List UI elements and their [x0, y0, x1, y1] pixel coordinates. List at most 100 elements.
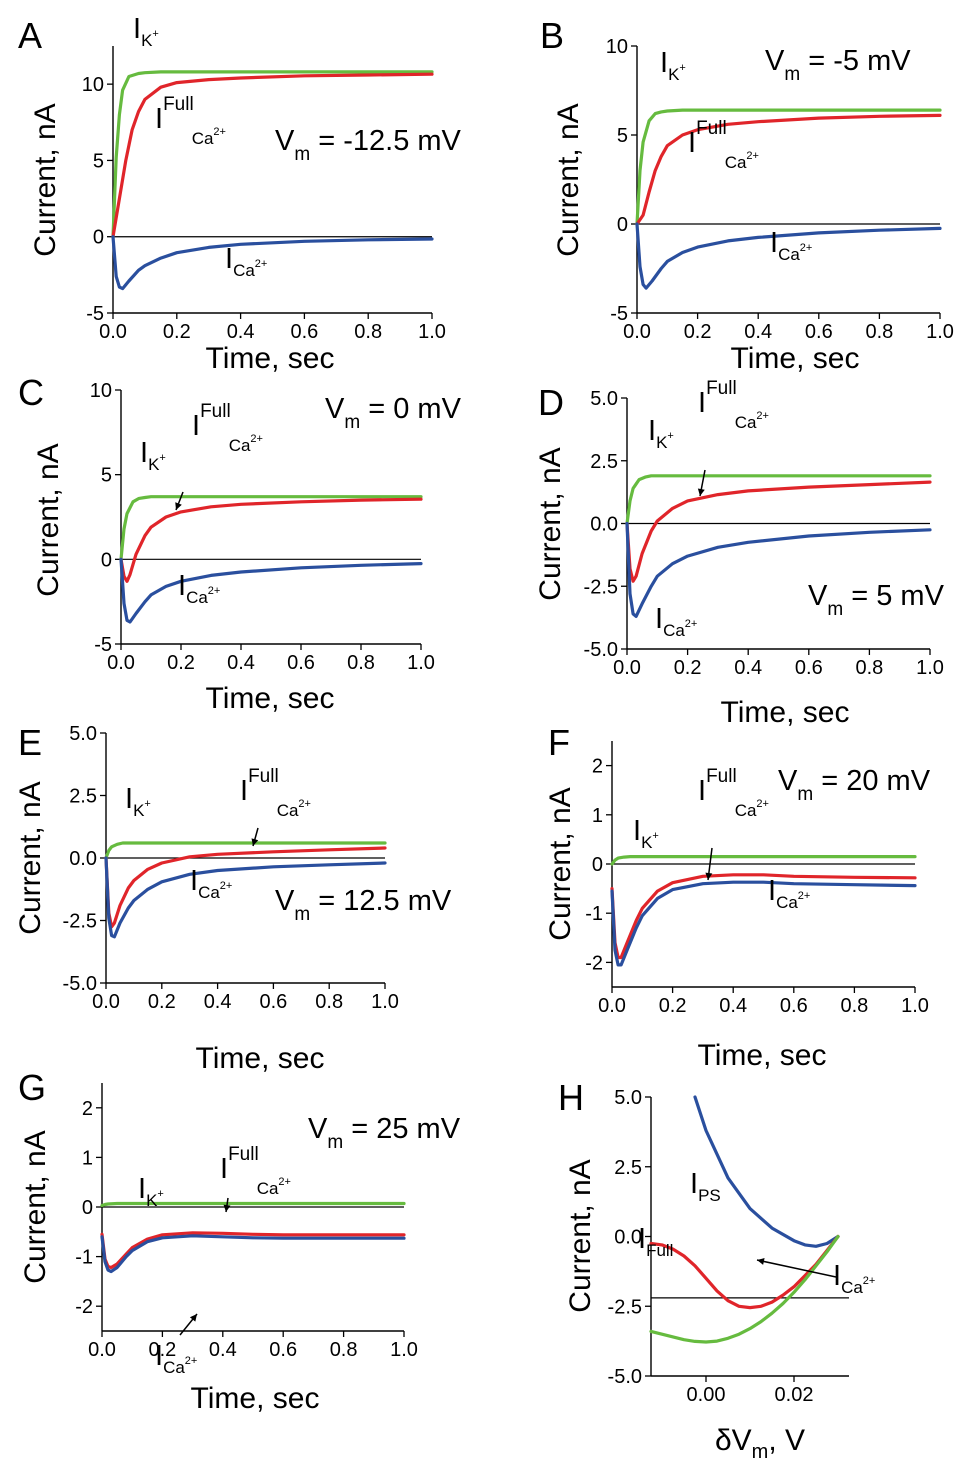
- x-tick-label: 0.2: [167, 652, 195, 674]
- curve-label: IFull Ca2+: [240, 766, 311, 820]
- series-line-blue: [119, 557, 423, 624]
- x-tick-label: 0.8: [347, 652, 375, 674]
- curve-label-main: I: [155, 1340, 163, 1372]
- series-line-green: [610, 854, 917, 866]
- x-axis-title: Time, sec: [196, 1042, 325, 1075]
- vm-annotation: Vm = 0 mV: [325, 393, 462, 433]
- x-axis-title: Time, sec: [731, 342, 860, 375]
- curve-label-sub: PS: [698, 1186, 721, 1205]
- panel-a: A 0.0 0.2 0.4 0.6 0.8 1.0 -5 0 5 10 Current, nA Time…: [18, 13, 462, 375]
- vm-subscript: m: [294, 144, 310, 165]
- x-tick-label: 0.2: [674, 657, 702, 679]
- x-tick-label: 0.6: [290, 321, 318, 343]
- y-axis-title: Current, nA: [19, 1130, 52, 1283]
- curve-label-sup: Full: [163, 94, 194, 115]
- curve-label-subsup: +: [152, 28, 158, 40]
- panel-f: F 0.0 0.2 0.4 0.6 0.8 1.0 -2 -1 0 1 2 Current, nA Tim…: [544, 722, 931, 1072]
- y-tick-label: -2.5: [608, 1296, 642, 1318]
- curve-label-sub: Ca: [841, 1278, 863, 1297]
- y-axis-title: Current, nA: [544, 787, 577, 940]
- curve-label: IK+: [125, 783, 151, 820]
- curve-label-sub: Ca: [778, 245, 800, 264]
- series-line-blue: [100, 1234, 406, 1274]
- x-tick-label: 0.0: [99, 321, 127, 343]
- panel-letter: E: [18, 722, 42, 763]
- pointer-arrow-head: [757, 1258, 765, 1265]
- curve-label-subsup: 2+: [863, 1275, 876, 1287]
- vm-value: = 12.5 mV: [310, 885, 452, 917]
- vm-symbol: V: [275, 885, 295, 917]
- curve-label-main: I: [225, 243, 233, 275]
- x-tick-label: 0.8: [315, 991, 343, 1013]
- x-tick-label: 0.0: [598, 995, 626, 1017]
- x-tick-label: 0.8: [354, 321, 382, 343]
- y-axis-title: Current, nA: [564, 1159, 597, 1312]
- curve-label-subsup: +: [157, 1188, 163, 1200]
- pointer-arrow-head: [175, 502, 182, 510]
- curve-label: ICa2+: [190, 865, 232, 902]
- curve-label-sub: Ca: [186, 588, 208, 607]
- curve-label-sub: Ca: [233, 261, 255, 280]
- x-tick-label: 0.8: [330, 1339, 358, 1361]
- vm-subscript: m: [294, 904, 310, 925]
- curve-label: ICa2+: [178, 570, 220, 607]
- vm-symbol: V: [808, 580, 828, 612]
- x-tick-label: 1.0: [390, 1339, 418, 1361]
- y-axis-title: Current, nA: [552, 103, 585, 256]
- y-tick-label: 10: [90, 380, 112, 402]
- curve-label-main: I: [192, 410, 200, 442]
- series-line-blue: [693, 1095, 840, 1248]
- x-tick-label: 0.00: [687, 1384, 726, 1406]
- curve-label-subsup: 2+: [208, 585, 221, 597]
- y-tick-label: 0: [93, 227, 104, 249]
- x-axis-title: δVm, V: [715, 1424, 805, 1463]
- series-line-red: [625, 480, 932, 583]
- x-tick-label: 0.0: [88, 1339, 116, 1361]
- curve-label: IFull Ca2+: [698, 766, 769, 820]
- x-axis-title-main: Time, sec: [206, 342, 335, 375]
- curve-label-subsup: 2+: [800, 242, 813, 254]
- panel-d: D 0.0 0.2 0.4 0.6 0.8 1.0 -5.0 -2.5 0.0 2.5 5.0 Curr…: [534, 378, 945, 729]
- panel-e: E 0.0 0.2 0.4 0.6 0.8 1.0 -5.0 -2.5 0.0 2.5 5.0 Curr…: [14, 722, 452, 1075]
- x-tick-label: 0.2: [148, 1339, 176, 1361]
- vm-value: = -12.5 mV: [310, 125, 461, 157]
- vm-value: = 5 mV: [843, 580, 944, 612]
- y-tick-label: 2.5: [614, 1157, 642, 1179]
- x-axis-title-main: Time, sec: [196, 1042, 325, 1075]
- series-line-green: [119, 495, 423, 561]
- y-tick-label: -5.0: [608, 1366, 642, 1388]
- y-tick-label: 0: [101, 549, 112, 571]
- panel-letter: H: [558, 1077, 584, 1118]
- curve-label-main: I: [648, 415, 656, 447]
- x-tick-label: 0.6: [259, 991, 287, 1013]
- y-axis-title: Current, nA: [534, 447, 567, 600]
- x-tick-label: 0.0: [92, 991, 120, 1013]
- curve-label-main: I: [220, 1153, 228, 1185]
- x-tick-label: 0.0: [623, 321, 651, 343]
- series-line-blue: [104, 856, 387, 939]
- panel-g: G 0.0 0.2 0.4 0.6 0.8 1.0 -2 -1 0 1 2 Current, nA Tim…: [18, 1067, 461, 1415]
- curve-label-sub: Ca: [663, 621, 685, 640]
- x-tick-label: 0.8: [865, 321, 893, 343]
- curve-label-main: I: [155, 103, 163, 135]
- curve-label: IK+: [648, 415, 674, 452]
- y-tick-label: 1: [82, 1147, 93, 1169]
- x-axis-title-sub: m: [752, 1441, 769, 1463]
- x-tick-label: 1.0: [371, 991, 399, 1013]
- curve-label: IFull Ca2+: [192, 401, 263, 455]
- curve-label-subsup: 2+: [278, 1176, 291, 1188]
- vm-annotation: Vm = -12.5 mV: [275, 125, 462, 165]
- x-tick-label: 0.8: [855, 657, 883, 679]
- x-tick-label: 0.4: [227, 652, 255, 674]
- curve-label-main: I: [138, 1173, 146, 1205]
- curve-label-main: I: [768, 875, 776, 907]
- x-axis-title-main: Time, sec: [721, 696, 850, 729]
- y-tick-label: 0.0: [614, 1227, 642, 1249]
- vm-subscript: m: [827, 599, 843, 620]
- y-tick-label: 1: [592, 805, 603, 827]
- curve-label-sub: K: [146, 1191, 158, 1210]
- vm-annotation: Vm = 20 mV: [778, 765, 931, 805]
- y-tick-label: -5: [94, 634, 112, 656]
- series-line-red: [635, 113, 942, 226]
